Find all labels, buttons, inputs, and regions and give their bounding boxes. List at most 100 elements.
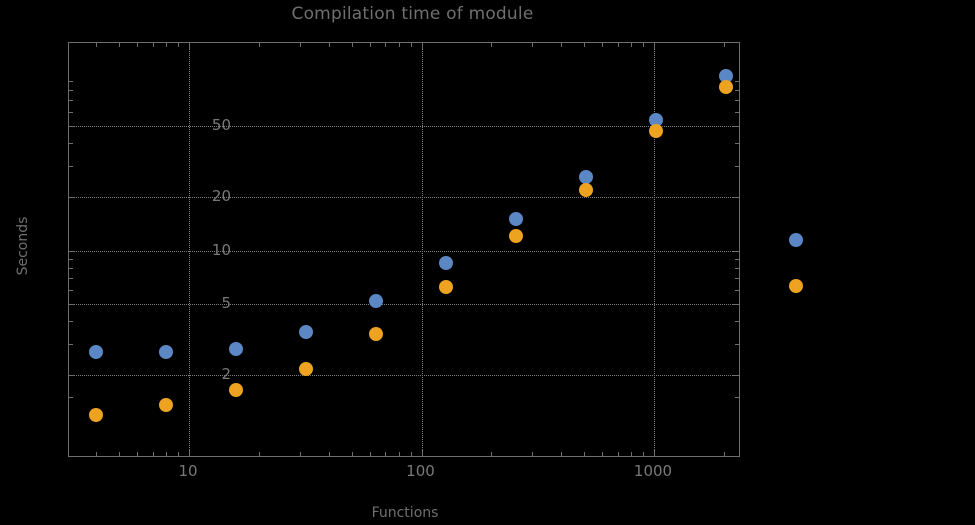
x-axis-tick-minor bbox=[398, 43, 400, 47]
x-axis-title: Functions bbox=[371, 505, 439, 521]
x-axis-tick-minor bbox=[299, 452, 301, 456]
y-axis-tick-minor bbox=[735, 258, 739, 260]
x-axis-tick-minor bbox=[152, 452, 154, 456]
data-point bbox=[159, 344, 174, 359]
x-axis-tick-minor bbox=[351, 43, 353, 47]
gridline-horizontal bbox=[69, 196, 739, 198]
plot-area bbox=[69, 43, 804, 456]
x-axis-tick-minor bbox=[178, 452, 180, 456]
x-axis-tick-minor bbox=[602, 452, 604, 456]
x-axis-tick-minor bbox=[119, 43, 120, 47]
y-axis-tick-major bbox=[69, 196, 75, 198]
y-axis-tick-label: 10 bbox=[211, 240, 231, 259]
x-axis-tick-minor bbox=[617, 43, 619, 47]
x-axis-tick-minor bbox=[723, 43, 725, 47]
data-point bbox=[369, 294, 384, 309]
y-axis-tick-major bbox=[69, 375, 75, 376]
y-axis-tick-minor bbox=[69, 111, 73, 113]
y-axis-tick-minor bbox=[735, 99, 739, 101]
gridline-horizontal bbox=[69, 250, 739, 252]
data-point bbox=[509, 229, 524, 244]
y-axis-tick-major bbox=[69, 126, 75, 127]
y-axis-tick-minor bbox=[69, 258, 73, 260]
data-point bbox=[649, 123, 664, 138]
x-axis-tick-minor bbox=[561, 452, 563, 456]
x-axis-tick-minor bbox=[491, 43, 493, 47]
x-axis-tick-minor bbox=[532, 452, 534, 456]
x-axis-tick-minor bbox=[258, 452, 260, 456]
y-axis-tick-minor bbox=[69, 321, 73, 323]
x-axis-tick-minor bbox=[532, 43, 534, 47]
x-axis-tick-major bbox=[189, 43, 190, 49]
x-axis-tick-minor bbox=[617, 452, 619, 456]
y-axis-tick-label: 20 bbox=[211, 186, 231, 205]
data-point bbox=[369, 326, 384, 341]
x-axis-tick-minor bbox=[96, 452, 98, 456]
y-axis-tick-major bbox=[733, 304, 739, 306]
y-axis-title: Seconds bbox=[15, 216, 31, 276]
x-axis-tick-minor bbox=[723, 452, 725, 456]
x-axis-tick-minor bbox=[351, 452, 353, 456]
x-axis-tick-minor bbox=[178, 43, 180, 47]
x-axis-tick-minor bbox=[643, 43, 645, 47]
x-axis-tick-minor bbox=[410, 43, 412, 47]
y-axis-tick-minor bbox=[69, 143, 73, 145]
x-axis-tick-label: 100 bbox=[406, 462, 435, 480]
y-axis-tick-minor bbox=[69, 89, 73, 91]
data-point bbox=[89, 344, 104, 359]
chart-title: Compilation time of module bbox=[291, 4, 534, 24]
y-axis-tick-minor bbox=[69, 397, 73, 399]
data-point bbox=[89, 407, 104, 422]
x-axis-tick-minor bbox=[602, 43, 604, 47]
x-axis-tick-major bbox=[654, 43, 655, 49]
y-axis-tick-minor bbox=[735, 143, 739, 145]
x-axis-tick-minor bbox=[369, 452, 371, 456]
data-point bbox=[719, 79, 734, 94]
data-point bbox=[229, 382, 244, 397]
y-axis-tick-minor bbox=[735, 321, 739, 323]
y-axis-tick-minor bbox=[735, 278, 739, 280]
data-point bbox=[509, 212, 524, 227]
data-point bbox=[229, 341, 244, 356]
gridline-vertical bbox=[189, 43, 190, 456]
y-axis-tick-minor bbox=[69, 278, 73, 280]
plot-frame bbox=[68, 42, 804, 457]
y-axis-tick-major bbox=[69, 250, 75, 252]
y-axis-tick-minor bbox=[69, 80, 73, 82]
y-axis-tick-minor bbox=[735, 80, 739, 82]
y-axis-tick-minor bbox=[735, 290, 739, 291]
x-axis-tick-minor bbox=[152, 43, 154, 47]
gridline-vertical bbox=[421, 43, 423, 456]
x-axis-tick-minor bbox=[96, 43, 98, 47]
data-point bbox=[439, 280, 454, 295]
x-axis-tick-major bbox=[189, 450, 190, 456]
x-axis-tick-major bbox=[654, 450, 655, 456]
y-axis-tick-major bbox=[733, 196, 739, 198]
x-axis-tick-minor bbox=[398, 452, 400, 456]
x-axis-tick-label: 10 bbox=[178, 462, 198, 480]
y-axis-tick-major bbox=[733, 250, 739, 252]
y-axis-tick-minor bbox=[735, 165, 739, 167]
y-axis-tick-label: 50 bbox=[211, 116, 231, 134]
y-axis-tick-minor bbox=[735, 111, 739, 113]
gridline-horizontal bbox=[69, 126, 739, 127]
x-axis-tick-minor bbox=[137, 43, 139, 47]
gridline-horizontal bbox=[69, 304, 739, 306]
data-point bbox=[789, 232, 804, 247]
y-axis-tick-minor bbox=[735, 89, 739, 91]
y-axis-tick-minor bbox=[69, 165, 73, 167]
y-axis-tick-minor bbox=[735, 397, 739, 399]
x-axis-tick-minor bbox=[385, 43, 387, 47]
data-point bbox=[439, 256, 454, 271]
y-axis-tick-minor bbox=[69, 267, 73, 269]
x-axis-tick-minor bbox=[328, 43, 330, 47]
x-axis-tick-minor bbox=[328, 452, 330, 456]
y-axis-tick-minor bbox=[735, 267, 739, 269]
x-axis-tick-minor bbox=[643, 452, 645, 456]
y-axis-tick-major bbox=[69, 304, 75, 306]
data-point bbox=[159, 398, 174, 413]
y-axis-tick-minor bbox=[69, 99, 73, 101]
x-axis-tick-minor bbox=[119, 452, 120, 456]
y-axis-tick-minor bbox=[735, 343, 739, 345]
